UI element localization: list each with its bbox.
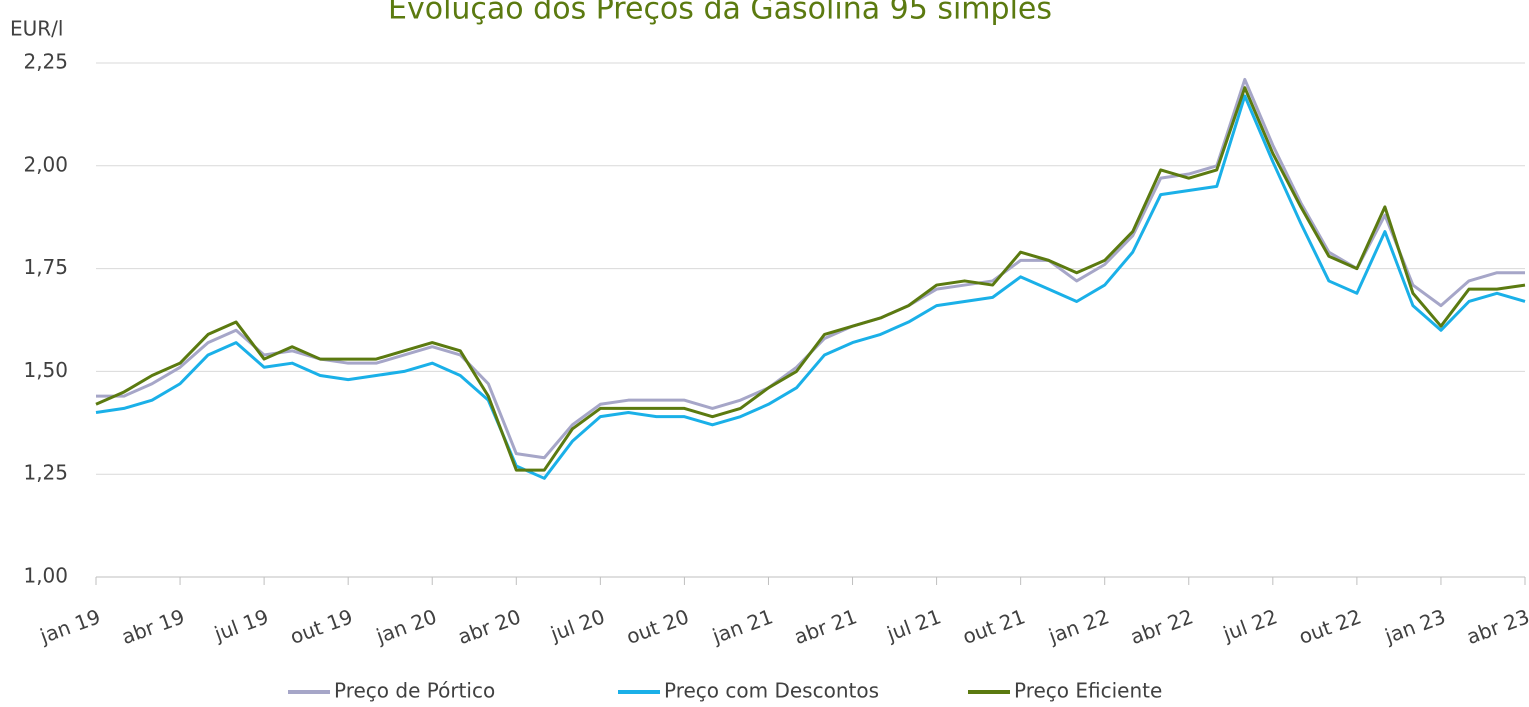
chart-title: Evolução dos Preços da Gasolina 95 simpl… xyxy=(388,0,1052,27)
x-tick-label: abr 20 xyxy=(455,604,524,649)
y-axis-label: EUR/l xyxy=(10,17,63,41)
x-tick-label: out 19 xyxy=(287,604,356,649)
y-tick-label: 2,00 xyxy=(23,152,68,176)
x-tick-label: jul 19 xyxy=(210,604,271,646)
x-tick-label: out 22 xyxy=(1296,604,1365,649)
x-tick-label: jan 23 xyxy=(1381,604,1449,648)
legend-label: Preço de Pórtico xyxy=(334,679,495,703)
y-tick-label: 1,25 xyxy=(23,461,68,485)
x-tick-label: jan 20 xyxy=(372,604,440,648)
y-tick-label: 1,75 xyxy=(23,255,68,279)
series-line xyxy=(95,94,1526,480)
series-line xyxy=(95,86,1526,472)
x-tick-label: jan 21 xyxy=(708,604,776,648)
y-tick-label: 1,50 xyxy=(23,358,68,382)
legend-label: Preço com Descontos xyxy=(664,679,879,703)
x-tick-label: abr 19 xyxy=(118,604,187,649)
x-tick-label: jul 20 xyxy=(547,604,608,646)
x-tick-label: out 20 xyxy=(623,604,692,649)
x-tick-label: jul 21 xyxy=(883,604,944,646)
x-tick-label: abr 23 xyxy=(1463,604,1529,649)
y-tick-label: 2,25 xyxy=(23,50,68,74)
x-tick-label: jan 22 xyxy=(1045,604,1113,648)
legend-label: Preço Eficiente xyxy=(1014,679,1162,703)
x-tick-label: out 21 xyxy=(959,604,1028,649)
y-tick-label: 1,00 xyxy=(23,564,68,588)
x-tick-label: jul 22 xyxy=(1219,604,1280,646)
x-tick-label: abr 22 xyxy=(1127,604,1196,649)
x-tick-label: jan 19 xyxy=(36,604,104,648)
x-tick-label: abr 21 xyxy=(791,604,860,649)
